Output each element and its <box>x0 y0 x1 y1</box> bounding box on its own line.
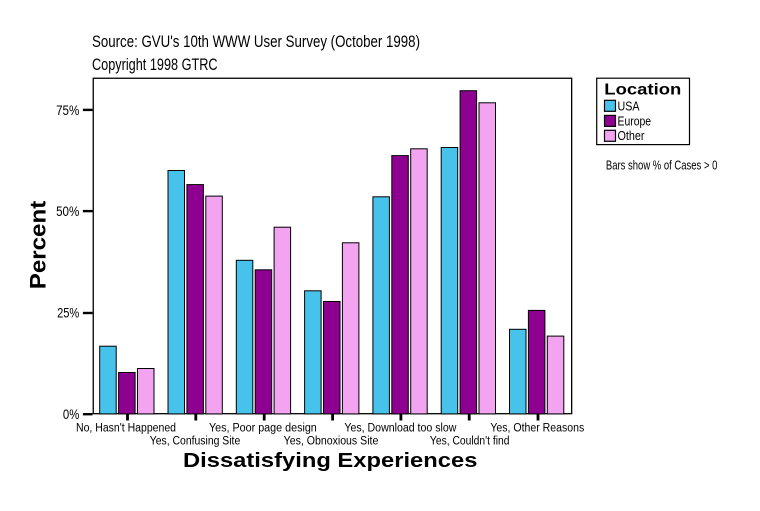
svg-text:Percent: Percent <box>25 200 50 289</box>
svg-text:50%: 50% <box>56 203 79 219</box>
svg-text:Yes, Couldn't find: Yes, Couldn't find <box>430 436 510 448</box>
svg-text:Yes, Poor page design: Yes, Poor page design <box>209 423 317 435</box>
svg-text:Yes, Other Reasons: Yes, Other Reasons <box>490 423 584 435</box>
svg-text:75%: 75% <box>56 102 79 118</box>
svg-text:Yes, Download too slow: Yes, Download too slow <box>344 423 457 435</box>
svg-text:0%: 0% <box>63 406 79 422</box>
svg-text:25%: 25% <box>57 304 79 320</box>
svg-text:USA: USA <box>618 99 641 113</box>
svg-text:Other: Other <box>618 129 645 143</box>
svg-text:Bars show % of Cases > 0: Bars show % of Cases > 0 <box>606 158 718 173</box>
svg-text:Source: GVU's 10th WWW User Su: Source: GVU's 10th WWW User Survey (Octo… <box>92 33 420 51</box>
svg-text:Location: Location <box>604 81 681 98</box>
svg-text:Yes, Obnoxious Site: Yes, Obnoxious Site <box>284 436 379 448</box>
svg-text:No, Hasn't Happened: No, Hasn't Happened <box>76 423 176 435</box>
svg-text:Yes, Confusing Site: Yes, Confusing Site <box>150 436 241 448</box>
svg-text:Dissatisfying Experiences: Dissatisfying Experiences <box>183 450 477 472</box>
svg-text:Europe: Europe <box>618 115 652 129</box>
svg-text:Copyright 1998 GTRC: Copyright 1998 GTRC <box>92 56 218 74</box>
